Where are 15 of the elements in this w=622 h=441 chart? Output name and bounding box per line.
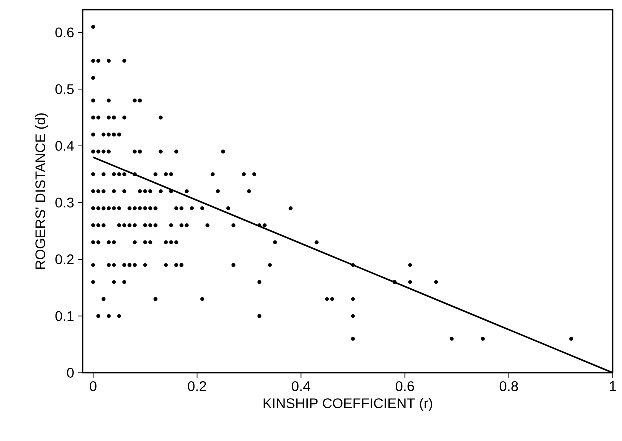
y-axis-title: ROGERS' DISTANCE (d): [35, 114, 48, 270]
x-axis-title: KINSHIP COEFFICIENT (r): [264, 398, 432, 412]
x-tick-label: 0.4: [292, 381, 311, 392]
y-tick-label: 0.3: [56, 198, 74, 208]
x-tick-label: 0.6: [396, 381, 414, 392]
x-tick-label: 0: [90, 381, 97, 392]
x-tick-label: 1: [610, 382, 616, 392]
x-tick-label: 0.2: [188, 381, 206, 392]
y-tick-label: 0.6: [56, 28, 74, 38]
y-tick-label: 0.1: [56, 311, 74, 322]
y-tick-label: 0.5: [56, 84, 74, 94]
y-tick-label: 0.4: [56, 141, 74, 152]
y-tick-label: 0.2: [56, 254, 74, 265]
x-tick-label: 0.8: [500, 381, 518, 392]
y-tick-label: 0: [67, 368, 74, 378]
